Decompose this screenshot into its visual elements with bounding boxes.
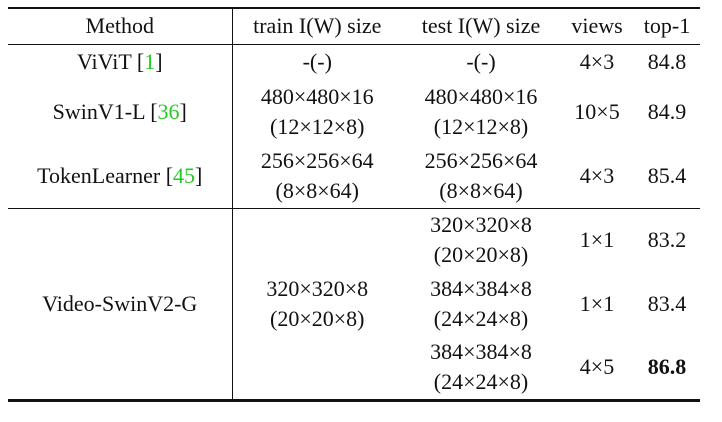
test-size: 256×256×64 bbox=[424, 147, 538, 173]
train-size: (20×20×8) bbox=[270, 305, 365, 331]
row-group: ViViT [1] -(-) -(-) 4×3 84.8 bbox=[8, 44, 700, 80]
views-cell: 10×5 bbox=[574, 99, 620, 124]
table-row: ViViT [1] -(-) -(-) 4×3 84.8 bbox=[8, 44, 700, 80]
header-cell: test I(W) size bbox=[421, 13, 541, 39]
test-size: (20×20×8) bbox=[433, 242, 529, 268]
table-row: 384×384×8 (24×24×8) 1×1 83.4 bbox=[8, 272, 700, 336]
citation: 1 bbox=[144, 49, 156, 75]
test-size: -(-) bbox=[466, 49, 496, 75]
header-cell: views bbox=[571, 13, 623, 39]
table-row: TokenLearner [45] 256×256×64 (8×8×64) 256×2… bbox=[8, 144, 700, 208]
top1-cell: 83.2 bbox=[647, 227, 687, 253]
row-group: SwinV1-L [36] 480×480×16 (12×12×8) 480×480×… bbox=[8, 80, 700, 144]
table-row: Video-SwinV2-G 320×320×8 (20×20×8) 320×320×… bbox=[8, 208, 700, 400]
test-size: (24×24×8) bbox=[433, 369, 529, 395]
method-cell: SwinV1-L [36] bbox=[8, 80, 233, 144]
test-cell: 384×384×8 (24×24×8) bbox=[402, 336, 560, 400]
test-cell: -(-) bbox=[402, 44, 560, 80]
train-cell: 480×480×16 (12×12×8) bbox=[232, 80, 402, 144]
train-cell: 320×320×8 (20×20×8) bbox=[232, 208, 402, 400]
train-cell: 256×256×64 (8×8×64) bbox=[232, 144, 402, 208]
citation: 36 bbox=[157, 99, 180, 124]
table-row: 384×384×8 (24×24×8) 4×5 86.8 bbox=[8, 336, 700, 400]
method-cell: TokenLearner [45] bbox=[8, 144, 233, 208]
views-cell: 4×5 bbox=[579, 354, 615, 380]
test-size: 320×320×8 bbox=[430, 212, 532, 238]
test-cell: 320×320×8 (20×20×8) bbox=[402, 208, 560, 272]
views-cell: 1×1 bbox=[579, 227, 615, 253]
method-name: ] bbox=[155, 49, 163, 75]
top1-cell: 84.9 bbox=[647, 99, 687, 124]
train-cell: -(-) bbox=[232, 44, 402, 80]
row-group: Video-SwinV2-G 320×320×8 (20×20×8) 320×320×… bbox=[8, 208, 700, 400]
test-cell: 480×480×16 (12×12×8) bbox=[402, 80, 560, 144]
header-cell: Method bbox=[8, 8, 233, 44]
test-size: 384×384×8 bbox=[430, 339, 532, 365]
top1-cell: 85.4 bbox=[647, 162, 687, 188]
top1-cell: 86.8 bbox=[647, 354, 687, 380]
test-size: (8×8×64) bbox=[439, 177, 523, 203]
results-table: Method train I(W) size test I(W) size views… bbox=[8, 7, 700, 402]
header-cell: train I(W) size bbox=[253, 13, 382, 39]
top1-cell: 83.4 bbox=[647, 291, 687, 316]
test-cell: 384×384×8 (24×24×8) bbox=[402, 272, 560, 336]
method-name: ] bbox=[179, 99, 187, 124]
views-cell: 4×3 bbox=[579, 49, 615, 75]
train-size: 480×480×16 bbox=[260, 84, 374, 109]
method-cell: Video-SwinV2-G bbox=[8, 208, 233, 400]
test-size: 480×480×16 bbox=[424, 84, 538, 109]
table-header: Method train I(W) size test I(W) size views… bbox=[8, 8, 700, 44]
citation: 45 bbox=[173, 162, 196, 188]
header-cell: top-1 bbox=[643, 13, 691, 39]
train-size: (12×12×8) bbox=[270, 114, 365, 139]
method-name: ] bbox=[195, 162, 203, 188]
test-size: 384×384×8 bbox=[430, 276, 532, 301]
method-cell: ViViT [1] bbox=[8, 44, 233, 80]
method-name: TokenLearner [ bbox=[37, 162, 174, 188]
row-group: TokenLearner [45] 256×256×64 (8×8×64) 256×2… bbox=[8, 144, 700, 208]
train-size: 320×320×8 bbox=[266, 275, 369, 301]
train-size: (8×8×64) bbox=[275, 177, 359, 203]
method-name: Video-SwinV2-G bbox=[42, 290, 198, 316]
top1-cell: 84.8 bbox=[647, 49, 687, 75]
test-size: (24×24×8) bbox=[433, 306, 529, 331]
test-cell: 256×256×64 (8×8×64) bbox=[402, 144, 560, 208]
method-name: SwinV1-L [ bbox=[52, 99, 158, 124]
views-cell: 4×3 bbox=[579, 162, 615, 188]
test-size: (12×12×8) bbox=[433, 114, 529, 139]
train-size: -(-) bbox=[302, 49, 332, 75]
views-cell: 1×1 bbox=[579, 291, 615, 316]
method-name: ViViT [ bbox=[76, 49, 145, 75]
train-size: 256×256×64 bbox=[260, 147, 374, 173]
table-row: SwinV1-L [36] 480×480×16 (12×12×8) 480×480×… bbox=[8, 80, 700, 144]
